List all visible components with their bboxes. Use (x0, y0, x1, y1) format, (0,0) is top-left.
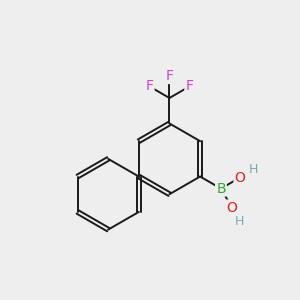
Text: H: H (249, 163, 258, 176)
Text: O: O (235, 171, 245, 184)
Text: B: B (216, 182, 226, 196)
Text: H: H (235, 215, 244, 228)
Text: F: F (166, 69, 173, 83)
Text: O: O (226, 201, 237, 214)
Text: F: F (146, 80, 154, 94)
Text: F: F (185, 80, 194, 94)
